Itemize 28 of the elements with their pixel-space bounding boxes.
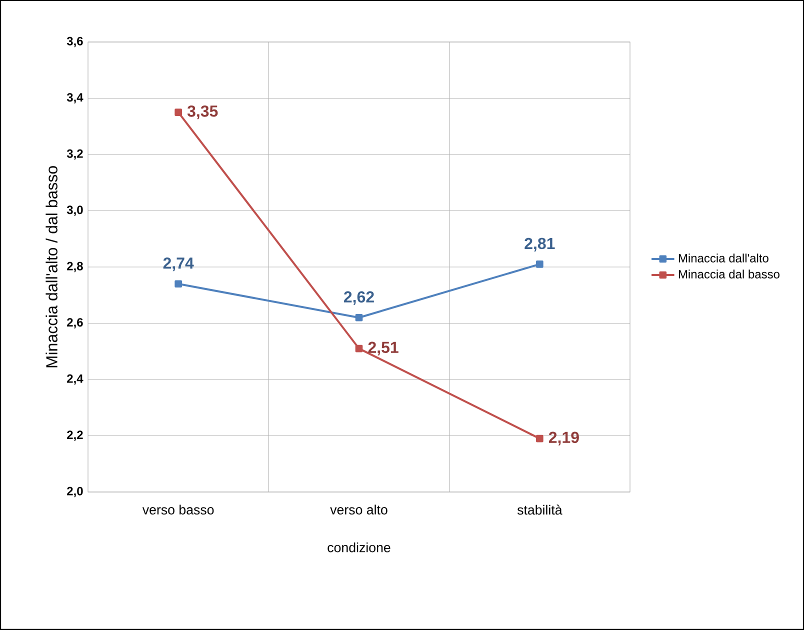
x-tick-label: verso basso [142, 504, 214, 514]
x-axis-title: condizione [328, 542, 390, 552]
point [355, 344, 363, 352]
y-tick-label: 3,2 [66, 149, 83, 160]
legend-label: Minaccia dall'alto [678, 254, 768, 262]
data-label: 2,74 [163, 258, 194, 272]
y-tick-label: 2,2 [67, 430, 83, 441]
data-label: 2,19 [548, 432, 579, 446]
y-tick-label: 2,8 [67, 262, 83, 272]
data-label: 2,51 [368, 342, 398, 356]
y-tick-label: 2,6 [67, 318, 83, 328]
data-label: 3,35 [187, 105, 218, 120]
y-axis-title: Minaccia dall'alto / dal basso [46, 166, 58, 368]
point [536, 434, 544, 442]
point [355, 314, 363, 322]
point [536, 260, 544, 268]
legend-label: Minaccia dal basso [678, 270, 780, 278]
point [174, 108, 182, 116]
y-tick-label: 3,0 [66, 206, 83, 216]
y-tick-label: 3,4 [66, 93, 84, 104]
y-tick-label: 2,0 [67, 486, 83, 498]
data-label: 2,62 [344, 291, 374, 305]
data-label: 2,81 [524, 238, 555, 252]
y-tick-label: 3,6 [66, 36, 83, 48]
x-tick-label: stabilità [517, 504, 562, 515]
y-tick-label: 2,4 [67, 374, 84, 385]
point [174, 280, 182, 288]
x-tick-label: verso alto [330, 504, 388, 514]
